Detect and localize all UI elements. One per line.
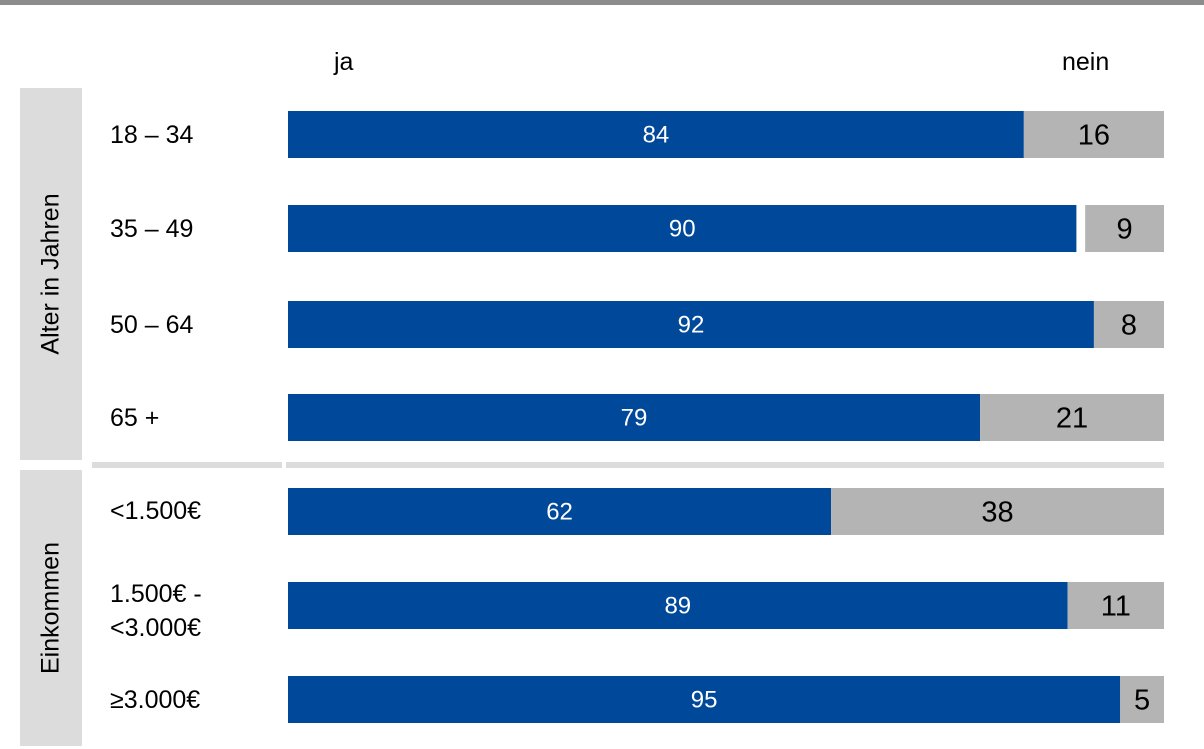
data-label-nein: 5 xyxy=(1134,685,1150,717)
data-label-ja: 84 xyxy=(643,122,670,149)
bar-ja xyxy=(288,111,1024,158)
data-label-nein: 8 xyxy=(1121,310,1137,342)
bar-nein xyxy=(980,394,1164,441)
row-label: <1.500€ xyxy=(110,497,202,525)
data-label-nein: 11 xyxy=(1101,591,1131,623)
bar-nein xyxy=(831,488,1164,535)
data-label-ja: 92 xyxy=(678,312,705,339)
row-label: 18 – 34 xyxy=(110,121,194,149)
bar-nein xyxy=(1023,111,1164,158)
data-label-nein: 21 xyxy=(1056,403,1088,435)
group-separator xyxy=(92,462,1164,468)
row-label: 65 + xyxy=(110,404,160,432)
row-label: ≥3.000€ xyxy=(110,686,201,714)
legend-nein: nein xyxy=(1062,48,1110,76)
top-rule xyxy=(0,0,1204,5)
legend-ja: ja xyxy=(334,48,354,76)
data-label-ja: 95 xyxy=(691,687,718,714)
data-label-ja: 89 xyxy=(664,593,691,620)
bar-ja xyxy=(288,582,1068,629)
row-label: 35 – 49 xyxy=(110,215,194,243)
bar-nein xyxy=(1093,301,1164,348)
data-label-ja: 62 xyxy=(546,499,573,526)
data-label-ja: 90 xyxy=(669,216,696,243)
row-label: 50 – 64 xyxy=(110,311,194,339)
bar-nein xyxy=(1120,676,1164,723)
group-label-box-age: Alter in Jahren xyxy=(20,88,82,460)
bar-nein xyxy=(1067,582,1164,629)
bar-ja xyxy=(288,301,1094,348)
bar-ja xyxy=(288,394,981,441)
bar-ja xyxy=(288,205,1077,252)
bar-ja xyxy=(288,676,1121,723)
data-label-nein: 38 xyxy=(981,497,1013,529)
data-label-nein: 16 xyxy=(1078,120,1110,152)
data-label-nein: 9 xyxy=(1117,214,1133,246)
data-label-ja: 79 xyxy=(621,405,648,432)
group-label-box-income: Einkommen xyxy=(20,470,82,746)
bar-ja xyxy=(288,488,832,535)
row-label: 1.500€ - <3.000€ xyxy=(110,580,202,642)
bar-nein xyxy=(1085,205,1164,252)
group-separator-gap xyxy=(282,462,286,468)
